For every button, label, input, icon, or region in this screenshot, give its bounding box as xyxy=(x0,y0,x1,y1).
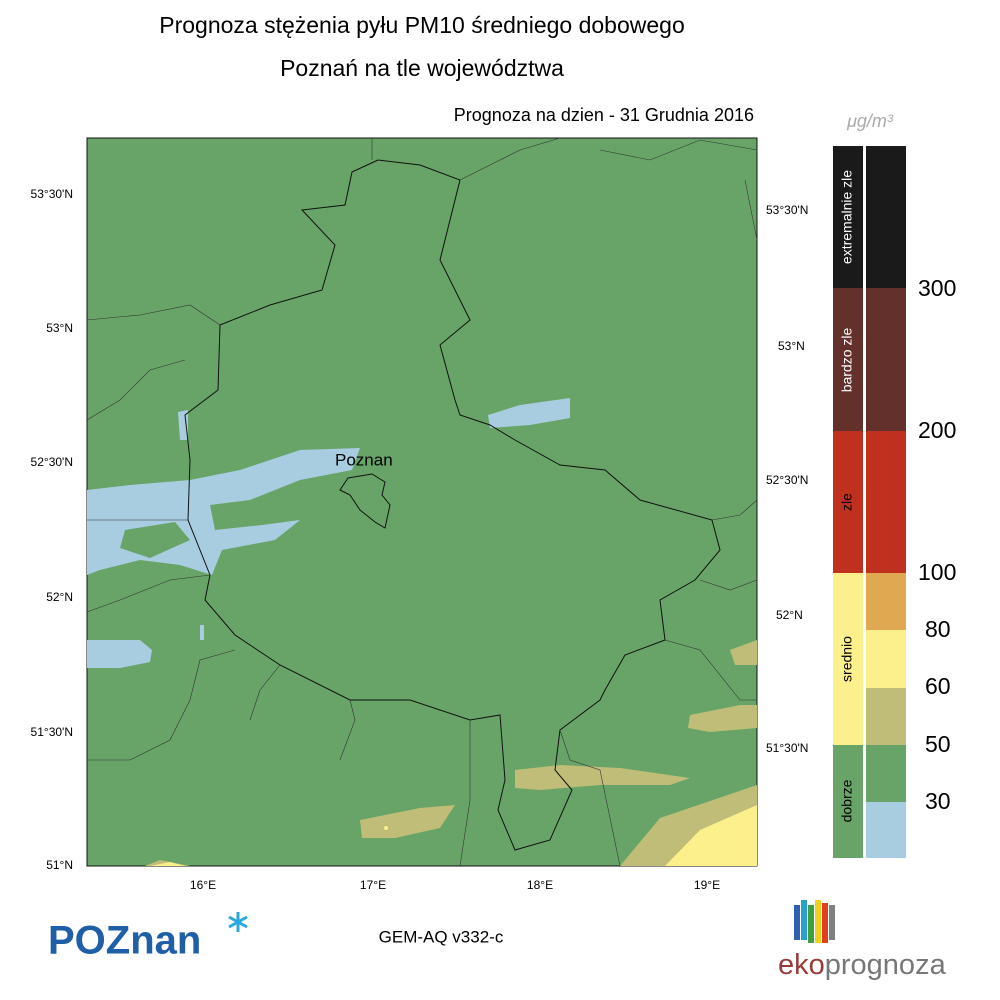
lon-label: 18°E xyxy=(527,878,553,892)
lat-label: 52°30'N xyxy=(31,455,73,469)
category-label: dobrze xyxy=(839,779,855,822)
hotspot xyxy=(384,826,388,830)
city-border xyxy=(339,473,391,529)
scale-band xyxy=(866,688,906,745)
lat-label: 53°30'N xyxy=(31,187,73,201)
scale-band xyxy=(866,802,906,858)
logo-star xyxy=(228,912,248,932)
brand-logo: ekoprognoza xyxy=(778,900,947,981)
threshold-label: 300 xyxy=(918,275,956,301)
lon-labels: 16°E 17°E 18°E 19°E xyxy=(190,878,720,892)
scale-band xyxy=(866,146,906,288)
lat-label: 53°30'N xyxy=(766,203,808,217)
threshold-label: 60 xyxy=(925,673,951,699)
lat-label: 52°N xyxy=(46,590,73,604)
brand-text: ekoprognoza xyxy=(778,949,947,981)
lat-label: 52°N xyxy=(776,608,803,622)
threshold-label: 200 xyxy=(918,417,956,443)
scale-band xyxy=(866,288,906,431)
lon-label: 19°E xyxy=(694,878,720,892)
brand-suffix: prognoza xyxy=(825,949,947,981)
category-label: srednio xyxy=(839,636,855,682)
region-border xyxy=(184,159,721,851)
subtitle: Poznań na tle województwa xyxy=(280,55,564,81)
lat-label: 53°N xyxy=(778,339,805,353)
lat-label: 53°N xyxy=(46,321,73,335)
admin-border xyxy=(86,137,758,867)
category-band xyxy=(833,288,863,431)
scale-band xyxy=(866,573,906,630)
category-label: bardzo zle xyxy=(839,327,855,392)
brand-prefix: eko xyxy=(778,949,825,981)
scale-band xyxy=(866,745,906,802)
city-logo: POZnan xyxy=(48,919,201,963)
lat-label: 51°30'N xyxy=(31,725,73,739)
threshold-label: 30 xyxy=(925,788,951,814)
category-label: zle xyxy=(839,493,855,511)
category-band xyxy=(833,146,863,288)
unit: μg/m³ xyxy=(846,111,894,131)
clean-area xyxy=(87,398,570,668)
clean-area-hole xyxy=(120,522,190,558)
lat-label: 51°N xyxy=(46,858,73,872)
scale-band xyxy=(866,431,906,573)
lon-label: 16°E xyxy=(190,878,216,892)
lon-label: 17°E xyxy=(360,878,386,892)
threshold-label: 80 xyxy=(925,616,951,642)
category-band xyxy=(833,745,863,858)
lat-label: 51°30'N xyxy=(766,741,808,755)
date-line: Prognoza na dzien - 31 Grudnia 2016 xyxy=(454,105,754,125)
city-label: Poznan xyxy=(335,450,393,469)
lat-labels-right: 53°30'N 53°N 52°30'N 52°N 51°30'N xyxy=(766,203,808,755)
scale-band xyxy=(866,630,906,688)
title: Prognoza stężenia pyłu PM10 średniego do… xyxy=(159,12,685,38)
legend: μg/m³ extremalnie zle bardzo zle zle sre… xyxy=(833,111,956,858)
category-label: extremalnie zle xyxy=(839,170,855,264)
threshold-label: 50 xyxy=(925,731,951,757)
high-area xyxy=(150,805,757,866)
category-band xyxy=(833,573,863,745)
lat-label: 52°30'N xyxy=(766,473,808,487)
threshold-label: 100 xyxy=(918,559,956,585)
category-band xyxy=(833,431,863,573)
map xyxy=(86,137,758,867)
lat-labels-left: 53°30'N 53°N 52°30'N 52°N 51°30'N 51°N xyxy=(31,187,73,872)
model-label: GEM-AQ v332-c xyxy=(379,927,504,946)
